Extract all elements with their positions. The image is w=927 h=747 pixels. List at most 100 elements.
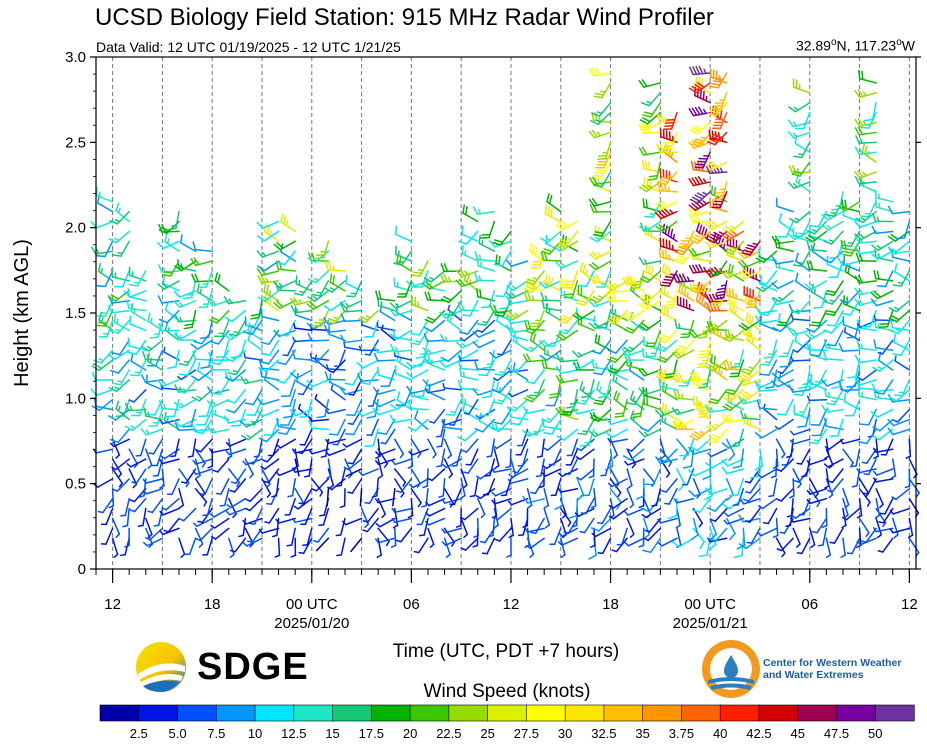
wind-barb-flag bbox=[410, 332, 420, 336]
wind-barb-flag bbox=[282, 215, 287, 225]
wind-barb-flag bbox=[307, 296, 316, 302]
wind-barb-flag bbox=[876, 270, 880, 280]
wind-barb-flag bbox=[427, 291, 432, 301]
wind-barb-flag bbox=[706, 507, 716, 512]
wind-barb-flag bbox=[609, 293, 615, 303]
wind-barb-flag bbox=[108, 238, 118, 244]
wind-barb-flag bbox=[823, 339, 827, 349]
wind-barb-shaft bbox=[235, 468, 247, 484]
wind-barb-half-flag bbox=[111, 466, 117, 471]
wind-barb-shaft bbox=[161, 458, 180, 465]
wind-barb-flag bbox=[406, 280, 413, 288]
wind-barb-half-flag bbox=[376, 554, 382, 559]
wind-barb-half-flag bbox=[494, 464, 500, 469]
wind-barb-shaft bbox=[809, 488, 828, 495]
wind-barb-half-flag bbox=[717, 77, 724, 81]
wind-barb-half-flag bbox=[793, 479, 800, 483]
wind-barb-flag bbox=[477, 323, 487, 326]
wind-barb-flag bbox=[508, 312, 517, 319]
wind-barb-half-flag bbox=[823, 463, 829, 468]
wind-barb-half-flag bbox=[295, 307, 299, 314]
wind-barb-half-flag bbox=[602, 392, 609, 395]
wind-barb-shaft bbox=[275, 478, 280, 497]
wind-barb-shaft bbox=[664, 448, 678, 463]
wind-barb-shaft bbox=[534, 517, 545, 534]
wind-barb-shaft bbox=[421, 507, 429, 526]
wind-barb-shaft bbox=[410, 407, 429, 411]
wind-barb-flag bbox=[276, 417, 280, 428]
wind-barb-shaft bbox=[776, 205, 794, 213]
wind-barb-shaft bbox=[359, 488, 363, 507]
wind-barb-half-flag bbox=[166, 238, 170, 245]
wind-barb-shaft bbox=[692, 517, 699, 536]
wind-barb-shaft bbox=[302, 488, 313, 505]
wind-barb-half-flag bbox=[312, 296, 319, 300]
wind-barb-flag bbox=[157, 242, 165, 250]
wind-barb-half-flag bbox=[851, 485, 858, 488]
wind-barb-half-flag bbox=[530, 531, 537, 534]
wind-barb-shaft bbox=[854, 369, 861, 388]
wind-barb-shaft bbox=[875, 448, 894, 454]
wind-barb-flag bbox=[724, 232, 733, 240]
wind-barb-flag bbox=[749, 475, 760, 479]
wind-barb-half-flag bbox=[828, 493, 834, 499]
wind-barb-flag bbox=[870, 252, 879, 260]
wind-barb-flag bbox=[724, 403, 734, 410]
wind-barb-shaft bbox=[830, 319, 844, 334]
wind-barb-flag bbox=[664, 249, 668, 260]
wind-barb-flag bbox=[705, 326, 715, 332]
wind-barb-half-flag bbox=[861, 391, 864, 398]
wind-barb-half-flag bbox=[874, 514, 881, 519]
wind-barb-flag bbox=[627, 311, 637, 318]
wind-barbs bbox=[90, 65, 920, 560]
wind-barb-flag bbox=[823, 240, 833, 245]
wind-barb-flag bbox=[360, 315, 369, 321]
wind-barb-flag bbox=[190, 258, 197, 267]
wind-barb-flag bbox=[495, 295, 505, 298]
wind-barb-flag bbox=[708, 423, 717, 430]
wind-barb-flag bbox=[93, 359, 103, 364]
wind-barb-flag bbox=[694, 234, 704, 240]
wind-barb-flag bbox=[715, 302, 721, 312]
wind-barb-half-flag bbox=[185, 482, 190, 488]
wind-barb-flag bbox=[639, 324, 648, 331]
wind-barb-flag bbox=[142, 350, 147, 361]
wind-barb-shaft bbox=[461, 233, 479, 243]
wind-barb-flag bbox=[581, 395, 591, 398]
wind-barb-shaft bbox=[875, 389, 894, 393]
wind-barb-shaft bbox=[801, 537, 811, 555]
wind-barb-flag bbox=[558, 241, 568, 246]
wind-barb-shaft bbox=[749, 507, 761, 523]
wind-barb-shaft bbox=[263, 230, 280, 242]
wind-barb-half-flag bbox=[329, 484, 335, 489]
wind-barb-half-flag bbox=[130, 425, 136, 430]
wind-barb-flag bbox=[577, 299, 588, 304]
wind-barb-half-flag bbox=[667, 186, 671, 193]
wind-barb-half-flag bbox=[146, 354, 150, 361]
degree-symbol-lon: o bbox=[896, 37, 902, 48]
wind-barb-flag bbox=[278, 334, 289, 337]
wind-barb-shaft bbox=[245, 418, 263, 428]
wind-barb-shaft bbox=[510, 334, 529, 342]
wind-barb-flag bbox=[695, 213, 701, 223]
wind-barb-half-flag bbox=[843, 326, 847, 333]
wind-barb-shaft bbox=[578, 359, 595, 370]
wind-barb-flag bbox=[642, 549, 652, 554]
wind-barb-half-flag bbox=[580, 512, 587, 515]
wind-barb-flag bbox=[716, 326, 720, 337]
wind-barb-flag bbox=[641, 146, 648, 156]
wind-barb-half-flag bbox=[569, 402, 576, 405]
wind-barb-flag bbox=[191, 422, 196, 432]
wind-barb-half-flag bbox=[215, 492, 222, 495]
wind-barb-flag bbox=[656, 113, 661, 123]
y-tick-label: 1.5 bbox=[65, 305, 86, 322]
wind-barb-half-flag bbox=[878, 521, 885, 524]
wind-barb-shaft bbox=[792, 318, 811, 322]
wind-barb-half-flag bbox=[657, 542, 663, 547]
wind-barb-shaft bbox=[186, 359, 197, 376]
wind-barb-half-flag bbox=[700, 136, 707, 140]
wind-barb-flag bbox=[671, 407, 678, 416]
wind-barb-shaft bbox=[440, 418, 446, 437]
wind-barb-flag bbox=[658, 377, 662, 388]
x-tick-label: 12 bbox=[503, 596, 520, 613]
